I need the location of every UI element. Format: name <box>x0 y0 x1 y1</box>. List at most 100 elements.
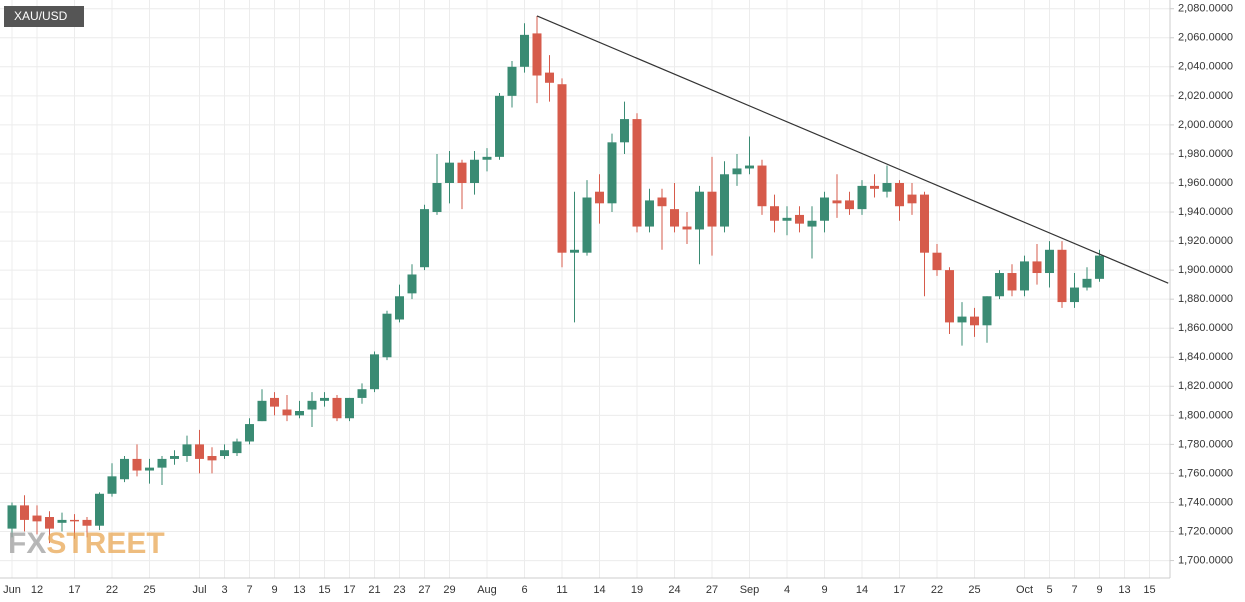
candle-body <box>270 397 279 407</box>
y-tick-label: 1,900.0000 <box>1178 264 1233 276</box>
candle-body <box>70 519 79 522</box>
y-tick-label: 1,780.0000 <box>1178 438 1233 450</box>
candle-body <box>482 156 492 160</box>
x-tick-label: 29 <box>443 584 455 596</box>
candle-body <box>857 185 867 210</box>
candle-body <box>195 444 204 459</box>
candle-body <box>57 519 67 523</box>
x-tick-label: 12 <box>31 584 43 596</box>
candle-body <box>545 72 554 83</box>
candle-body <box>920 194 929 253</box>
candle-body <box>395 296 404 320</box>
candle-body <box>570 249 579 253</box>
x-tick-label: 23 <box>393 584 405 596</box>
y-tick-label: 1,980.0000 <box>1178 148 1233 160</box>
candle-body <box>1057 249 1067 303</box>
x-tick-label: Oct <box>1016 584 1033 596</box>
candle-body <box>82 519 92 526</box>
candle-body <box>382 313 392 358</box>
candle-body <box>632 119 642 227</box>
candle-body <box>20 505 29 520</box>
candle-body <box>695 191 704 230</box>
candle-body <box>645 200 654 227</box>
y-tick-label: 2,000.0000 <box>1178 119 1233 131</box>
x-tick-label: 13 <box>1118 584 1130 596</box>
x-tick-label: 7 <box>246 584 252 596</box>
candle-body <box>32 515 42 522</box>
x-tick-label: 25 <box>143 584 155 596</box>
candle-body <box>720 174 729 227</box>
y-tick-label: 1,840.0000 <box>1178 351 1233 363</box>
candle-body <box>557 84 567 253</box>
candle-body <box>607 142 617 204</box>
y-tick-label: 2,060.0000 <box>1178 32 1233 44</box>
x-tick-label: 17 <box>68 584 80 596</box>
x-tick-label: 3 <box>221 584 227 596</box>
candle-body <box>7 505 17 529</box>
candle-body <box>957 316 967 323</box>
candle-body <box>282 409 292 416</box>
x-tick-label: 6 <box>521 584 527 596</box>
candle-body <box>520 34 529 67</box>
x-tick-label: 5 <box>1046 584 1052 596</box>
candle-body <box>907 194 917 204</box>
candle-body <box>970 316 979 326</box>
candle-body <box>320 397 329 401</box>
candle-body <box>470 159 479 183</box>
candle-body <box>407 274 417 294</box>
candle-body <box>782 217 792 221</box>
y-tick-label: 1,700.0000 <box>1178 554 1233 566</box>
candle-body <box>732 168 742 175</box>
y-tick-label: 1,820.0000 <box>1178 380 1233 392</box>
candle-body <box>245 424 254 442</box>
trendline <box>536 15 1169 284</box>
candle-body <box>870 185 879 189</box>
x-tick-label: 14 <box>856 584 868 596</box>
candle-body <box>582 197 592 253</box>
x-tick-label: 19 <box>631 584 643 596</box>
candle-body <box>932 252 942 271</box>
candle-body <box>895 182 904 207</box>
y-tick-label: 1,940.0000 <box>1178 206 1233 218</box>
y-tick-label: 1,760.0000 <box>1178 467 1233 479</box>
candle-body <box>207 456 217 461</box>
y-tick-label: 1,860.0000 <box>1178 322 1233 334</box>
candle-body <box>495 95 504 157</box>
candle-body <box>682 226 692 230</box>
y-tick-label: 1,720.0000 <box>1178 525 1233 537</box>
candle-body <box>1082 278 1092 288</box>
candle-body <box>307 400 317 410</box>
candle-body <box>832 200 842 204</box>
candle-body <box>182 444 192 457</box>
candle-body <box>707 191 717 227</box>
candle-body <box>332 397 342 419</box>
watermark-street: STREET <box>46 527 164 560</box>
candle-body <box>1007 273 1017 291</box>
candle-body <box>1032 261 1042 274</box>
x-tick-label: Sep <box>740 584 760 596</box>
y-tick-label: 1,960.0000 <box>1178 177 1233 189</box>
candle-body <box>620 119 629 143</box>
x-tick-label: 22 <box>106 584 118 596</box>
y-tick-label: 1,920.0000 <box>1178 235 1233 247</box>
candle-body <box>807 220 817 227</box>
x-tick-label: 27 <box>418 584 430 596</box>
candle-body <box>170 456 179 459</box>
candle-body <box>795 214 804 224</box>
x-tick-label: 9 <box>271 584 277 596</box>
x-tick-label: 13 <box>293 584 305 596</box>
title-box <box>4 6 84 27</box>
candle-body <box>945 270 954 323</box>
candle-body <box>770 206 779 221</box>
candle-body <box>1045 249 1054 274</box>
y-tick-label: 2,040.0000 <box>1178 61 1233 73</box>
candle-body <box>257 400 267 422</box>
candle-body <box>670 209 679 227</box>
candle-body <box>345 397 354 419</box>
y-tick-label: 1,880.0000 <box>1178 293 1233 305</box>
candle-body <box>432 182 442 213</box>
candle-body <box>657 197 667 207</box>
x-tick-label: Jun <box>3 584 21 596</box>
watermark: FXSTREET <box>8 527 165 560</box>
